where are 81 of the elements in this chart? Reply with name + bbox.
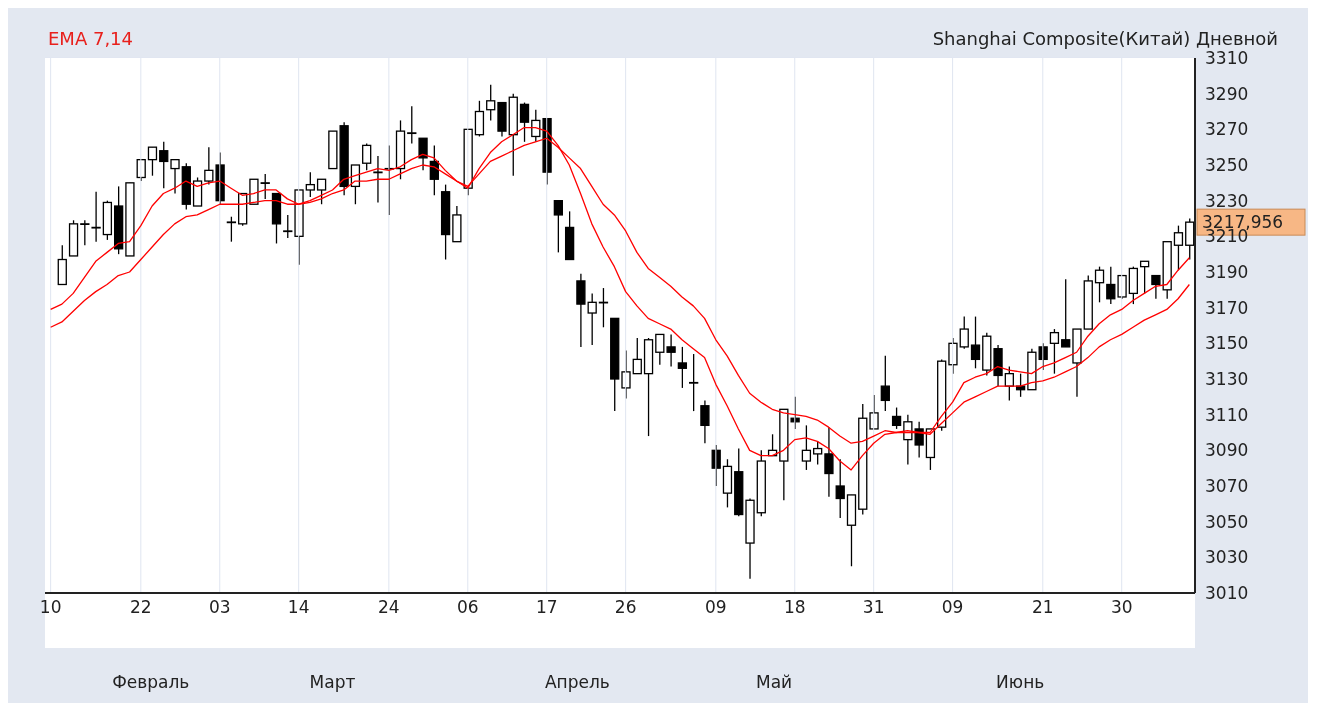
candlestick [677,346,688,389]
text: Февраль [112,672,190,692]
x-tick-label: 06 [456,597,479,618]
y-tick-label: 3150 [1205,333,1249,354]
y-tick-label: 3290 [1205,83,1249,104]
y-tick-label: 3130 [1205,369,1249,390]
candlestick [700,399,710,444]
text: Июнь [996,672,1045,692]
candlestick [666,333,676,368]
x-tick-label: 14 [287,597,310,618]
y-tick-label: 3030 [1205,547,1249,568]
x-tick-label: 26 [614,597,637,618]
candlestick [474,100,485,138]
candlestick [813,440,823,466]
candlestick [621,349,631,400]
candlestick [655,333,665,366]
candlestick [1049,328,1060,375]
candlestick [801,424,812,471]
candlestick [226,216,237,243]
candlestick [1094,266,1105,303]
candlestick [305,171,315,198]
candlestick [1117,274,1127,300]
y-tick-label: 3170 [1205,297,1249,318]
candlestick [891,406,902,430]
candlestick [407,105,417,145]
y-tick-label: 3110 [1205,404,1249,425]
y-tick-label: 3010 [1205,583,1249,604]
y-tick-label: 3050 [1205,511,1249,532]
candlestick [689,353,699,412]
y-tick-label: 3090 [1205,440,1249,461]
candlestick [1151,274,1161,300]
candlestick [1106,266,1116,305]
x-tick-label: 03 [208,597,231,618]
y-tick-label: 3190 [1205,262,1249,283]
x-tick-label: 09 [705,597,727,618]
candlestick [824,426,834,498]
text: Март [309,672,356,692]
candlestick [260,173,270,200]
candlestick [204,146,214,186]
y-tick-label: 3250 [1205,155,1249,176]
y-tick-label: 3270 [1205,119,1249,140]
candlestick [159,141,169,189]
candlestick [632,337,642,375]
candlestick [970,315,981,369]
candlestick [316,178,327,205]
candlestick [1173,224,1184,271]
candlestick [362,142,372,171]
x-tick-label: 24 [378,597,400,618]
y-tick-label: 3230 [1205,190,1249,211]
x-tick-label: 22 [130,597,152,618]
x-tick-label: 21 [1031,597,1054,618]
candlestick [170,159,180,195]
y-tick-label: 3070 [1205,476,1249,497]
x-tick-label: 31 [862,597,885,618]
text: Май [756,672,793,692]
candlestick [576,273,586,348]
chart-title: Shanghai Composite(Китай) Дневной [932,28,1278,49]
y-tick-label: 3310 [1205,48,1249,69]
candlestick [91,191,101,243]
candlestick [587,292,597,346]
candlestick [147,146,158,177]
text: Апрель [544,672,610,692]
x-tick-label: 09 [941,597,964,618]
candlestick [880,355,890,412]
candlestick [959,315,969,350]
candlestick [835,458,845,519]
x-tick-label: 17 [535,597,558,618]
candlestick [373,155,383,204]
x-tick-label: 30 [1110,597,1133,618]
candlestick [553,200,563,254]
chart-subtitle: EMA 7,14 [48,28,134,49]
x-tick-label: 18 [783,597,806,618]
candlestick [1061,278,1071,348]
candlestick [519,101,530,143]
candlestick [486,84,496,122]
candlestick [869,394,879,430]
candlestick [80,219,90,246]
candlestick [1139,260,1150,295]
candlestick [418,137,428,171]
x-tick-label: 10 [39,597,62,618]
candlestick [283,214,293,239]
